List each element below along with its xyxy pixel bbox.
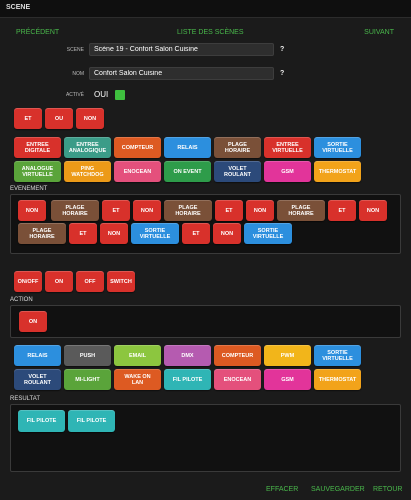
event-type-entree-analogique-button[interactable]: ENTREE ANALOGIQUE	[64, 137, 111, 158]
evenement-et-button[interactable]: ET	[182, 223, 210, 244]
event-type-plage-horaire-button[interactable]: PLAGE HORAIRE	[214, 137, 261, 158]
evenement-non-button[interactable]: NON	[213, 223, 241, 244]
result-type-wake-on-lan-button[interactable]: WAKE ON LAN	[114, 369, 161, 390]
evenement-label: EVENEMENT	[10, 186, 48, 192]
result-type-volet-roulant-button[interactable]: VOLET ROULANT	[14, 369, 61, 390]
result-type-dmx-button[interactable]: DMX	[164, 345, 211, 366]
action-label: ACTION	[10, 297, 33, 303]
logic-et-button[interactable]: ET	[14, 108, 42, 129]
nom-help-icon[interactable]: ?	[280, 70, 285, 77]
action-logic-off-button[interactable]: OFF	[76, 271, 104, 292]
scene-input[interactable]	[89, 43, 274, 56]
result-type-relais-button[interactable]: RELAIS	[14, 345, 61, 366]
event-type-enocean-button[interactable]: ENOCEAN	[114, 161, 161, 182]
scene-help-icon[interactable]: ?	[280, 46, 285, 53]
result-type-sortie-virtuelle-button[interactable]: SORTIE VIRTUELLE	[314, 345, 361, 366]
event-type-entree-virtuelle-button[interactable]: ENTREE VIRTUELLE	[264, 137, 311, 158]
logic-ou-button[interactable]: OU	[45, 108, 73, 129]
evenement-non-button[interactable]: NON	[359, 200, 387, 221]
evenement-et-button[interactable]: ET	[215, 200, 243, 221]
evenement-plage-horaire-button[interactable]: PLAGE HORAIRE	[18, 223, 66, 244]
action-logic-on-off-button[interactable]: ON/OFF	[14, 271, 42, 292]
evenement-plage-horaire-button[interactable]: PLAGE HORAIRE	[277, 200, 325, 221]
evenement-et-button[interactable]: ET	[102, 200, 130, 221]
event-type-relais-button[interactable]: RELAIS	[164, 137, 211, 158]
evenement-sortie-virtuelle-button[interactable]: SORTIE VIRTUELLE	[244, 223, 292, 244]
actif-value: OUI	[94, 90, 109, 99]
window-titlebar: SCENE	[0, 0, 411, 18]
nom-input[interactable]	[89, 67, 274, 80]
nom-label: NOM	[72, 71, 84, 77]
event-type-thermostat-button[interactable]: THERMOSTAT	[314, 161, 361, 182]
event-type-compteur-button[interactable]: COMPTEUR	[114, 137, 161, 158]
result-type-gsm-button[interactable]: GSM	[264, 369, 311, 390]
evenement-plage-horaire-button[interactable]: PLAGE HORAIRE	[51, 200, 99, 221]
event-type-entree-digitale-button[interactable]: ENTREE DIGITALE	[14, 137, 61, 158]
result-type-fil-pilote-button[interactable]: FIL PILOTE	[164, 369, 211, 390]
evenement-non-button[interactable]: NON	[246, 200, 274, 221]
action-panel	[10, 305, 401, 338]
result-type-push-button[interactable]: PUSH	[64, 345, 111, 366]
actif-label: ACTIVÉ	[65, 92, 84, 98]
action-logic-switch-button[interactable]: SWITCH	[107, 271, 135, 292]
resultat-item-fil-pilote-button[interactable]: FIL PILOTE	[18, 410, 65, 432]
evenement-et-button[interactable]: ET	[69, 223, 97, 244]
effacer-link[interactable]: EFFACER	[266, 486, 299, 493]
sauvegarder-link[interactable]: SAUVEGARDER	[311, 486, 365, 493]
evenement-sortie-virtuelle-button[interactable]: SORTIE VIRTUELLE	[131, 223, 179, 244]
event-type-on-event-button[interactable]: ON EVENT	[164, 161, 211, 182]
actif-checkbox[interactable]	[115, 90, 125, 100]
action-item-on-button[interactable]: ON	[19, 311, 47, 332]
retour-link[interactable]: RETOUR	[373, 486, 403, 493]
event-type-ping-watchdog-button[interactable]: PING WATCHDOG	[64, 161, 111, 182]
result-type-thermostat-button[interactable]: THERMOSTAT	[314, 369, 361, 390]
action-logic-on-button[interactable]: ON	[45, 271, 73, 292]
evenement-non-button[interactable]: NON	[100, 223, 128, 244]
resultat-label: RESULTAT	[10, 396, 41, 402]
scene-label: SCENE	[66, 47, 84, 53]
evenement-plage-horaire-button[interactable]: PLAGE HORAIRE	[164, 200, 212, 221]
scene-list-link[interactable]: LISTE DES SCÈNES	[177, 29, 244, 36]
evenement-non-button[interactable]: NON	[18, 200, 46, 221]
event-type-analogue-virtuelle-button[interactable]: ANALOGUE VIRTUELLE	[14, 161, 61, 182]
event-type-volet-roulant-button[interactable]: VOLET ROULANT	[214, 161, 261, 182]
window-title: SCENE	[6, 4, 31, 11]
result-type-enocean-button[interactable]: ENOCEAN	[214, 369, 261, 390]
result-type-mi-light-button[interactable]: MI-LIGHT	[64, 369, 111, 390]
logic-non-button[interactable]: NON	[76, 108, 104, 129]
event-type-sortie-virtuelle-button[interactable]: SORTIE VIRTUELLE	[314, 137, 361, 158]
result-type-pwm-button[interactable]: PWM	[264, 345, 311, 366]
result-type-email-button[interactable]: EMAIL	[114, 345, 161, 366]
evenement-et-button[interactable]: ET	[328, 200, 356, 221]
result-type-compteur-button[interactable]: COMPTEUR	[214, 345, 261, 366]
resultat-item-fil-pilote-button[interactable]: FIL PILOTE	[68, 410, 115, 432]
next-link[interactable]: SUIVANT	[364, 29, 394, 36]
evenement-non-button[interactable]: NON	[133, 200, 161, 221]
event-type-gsm-button[interactable]: GSM	[264, 161, 311, 182]
previous-link[interactable]: PRÉCÉDENT	[16, 29, 60, 36]
